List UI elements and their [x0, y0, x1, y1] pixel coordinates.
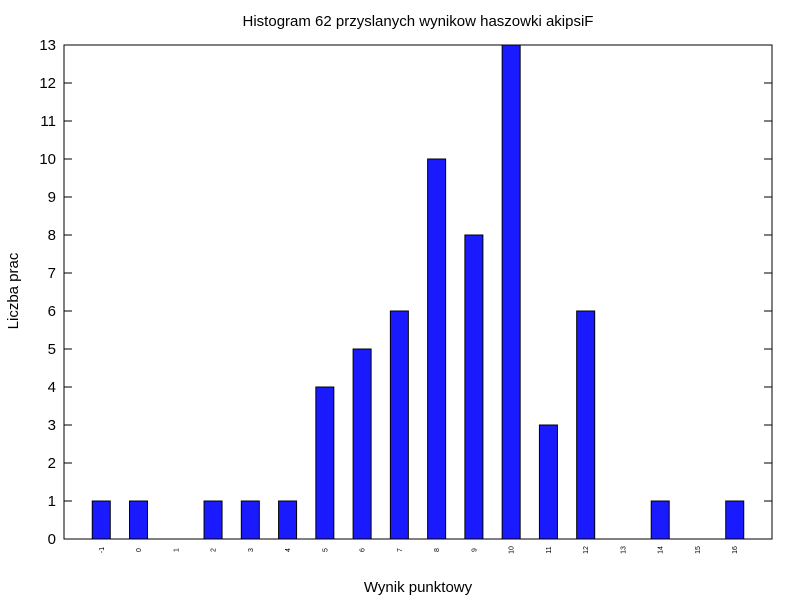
- y-tick-label: 3: [48, 417, 56, 434]
- x-tick-label: 1: [173, 548, 180, 552]
- x-tick-label: 12: [583, 546, 590, 554]
- bar-6: [352, 348, 372, 540]
- x-tick-label: 0: [136, 548, 143, 552]
- plot-frame: [63, 44, 773, 540]
- x-tick-label: 8: [434, 548, 441, 552]
- bar-11: [538, 424, 558, 540]
- y-tick-label: 6: [48, 303, 56, 320]
- x-axis: -1 0 1 2 3 4 5 6 7 8 9 10 11 12 13 14 15 16: [99, 546, 739, 554]
- bar-12: [576, 310, 596, 540]
- x-tick-label: 14: [658, 546, 665, 554]
- y-tick-label: 8: [48, 227, 56, 244]
- x-tick-label: 4: [285, 548, 292, 552]
- y-tick-label: 11: [40, 113, 56, 130]
- y-tick-label: 0: [48, 531, 56, 548]
- bar-3: [240, 500, 260, 540]
- x-tick-label: 15: [695, 546, 702, 554]
- y-axis-label: Liczba prac: [5, 252, 22, 329]
- x-axis-label: Wynik punktowy: [364, 579, 473, 596]
- y-tick-label: 5: [48, 341, 56, 358]
- bar--1: [91, 500, 111, 540]
- bar-2: [203, 500, 223, 540]
- y-tick-label: 12: [39, 75, 56, 92]
- x-tick-label: 10: [509, 546, 516, 554]
- x-tick-label: 5: [322, 548, 329, 552]
- x-tick-label: 7: [397, 548, 404, 552]
- x-tick-label: 6: [360, 548, 367, 552]
- y-tick-label: 13: [39, 37, 56, 54]
- x-tick-label: 3: [248, 548, 255, 552]
- bar-5: [315, 386, 335, 540]
- y-tick-label: 2: [48, 455, 56, 472]
- bar-4: [278, 500, 298, 540]
- bar-9: [464, 234, 484, 540]
- bar-14: [650, 500, 670, 540]
- bar-0: [129, 500, 149, 540]
- bar-10: [501, 44, 521, 540]
- bar-7: [389, 310, 409, 540]
- x-tick-label: 13: [620, 546, 627, 554]
- x-tick-label: 9: [471, 548, 478, 552]
- y-tick-label: 10: [39, 151, 56, 168]
- chart-title: Histogram 62 przyslanych wynikow haszowk…: [243, 13, 594, 30]
- y-tick-label: 4: [48, 379, 56, 396]
- y-tick-label: 1: [48, 493, 56, 510]
- x-tick-label: 2: [211, 548, 218, 552]
- x-tick-label: 11: [546, 546, 553, 553]
- x-tick-label: -1: [99, 547, 106, 553]
- bar-16: [725, 500, 745, 540]
- y-tick-label: 9: [48, 189, 56, 206]
- bars-group: [91, 44, 745, 540]
- bar-8: [427, 158, 447, 540]
- x-tick-label: 16: [732, 546, 739, 554]
- y-tick-label: 7: [48, 265, 56, 282]
